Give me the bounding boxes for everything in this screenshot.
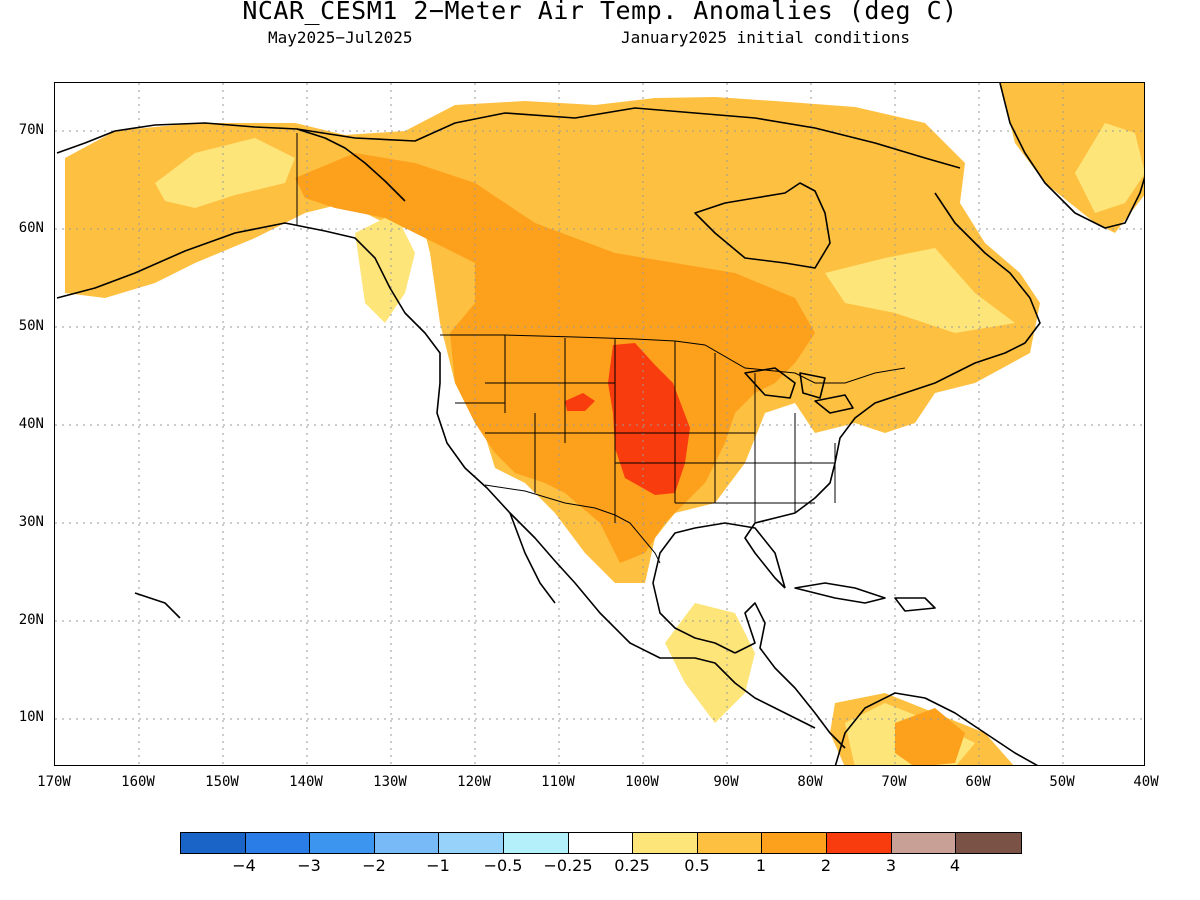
colorbar-swatch bbox=[503, 833, 569, 853]
colorbar-tick-label: 4 bbox=[949, 856, 961, 875]
arctic-coast bbox=[296, 107, 961, 169]
lat-label: 10N bbox=[18, 709, 44, 725]
us-canada-border bbox=[440, 334, 906, 384]
colorbar-tick-label: −3 bbox=[297, 856, 321, 875]
lat-label: 70N bbox=[18, 122, 44, 138]
us-mexico-border bbox=[484, 484, 661, 564]
south-america-coast bbox=[834, 692, 1039, 765]
colorbar-swatch bbox=[633, 833, 698, 853]
colorbar-swatch bbox=[762, 833, 827, 853]
colorbar-swatch bbox=[826, 833, 892, 853]
lon-label: 100W bbox=[625, 774, 659, 790]
lon-label: 90W bbox=[713, 774, 739, 790]
colorbar-tick-label: −4 bbox=[232, 856, 256, 875]
colorbar-swatch bbox=[181, 833, 246, 853]
colorbar-swatch bbox=[956, 833, 1021, 853]
great-lakes bbox=[744, 367, 854, 414]
colorbar-swatch bbox=[697, 833, 763, 853]
anomaly-map bbox=[54, 82, 1145, 766]
graticule bbox=[55, 83, 1144, 765]
colorbar-tick-label: 2 bbox=[820, 856, 832, 875]
baja-california bbox=[509, 512, 556, 604]
gulf-coast bbox=[652, 522, 786, 654]
colorbar-tick-label: 0.5 bbox=[684, 856, 710, 875]
colorbar-swatch bbox=[891, 833, 957, 853]
lon-label: 80W bbox=[797, 774, 823, 790]
colorbar-tick-label: 0.25 bbox=[614, 856, 650, 875]
hawaii bbox=[134, 592, 181, 619]
coastlines bbox=[56, 83, 1144, 765]
alaska-coast bbox=[56, 122, 406, 202]
colorbar-swatch bbox=[374, 833, 440, 853]
colorbar-tick-label: 3 bbox=[885, 856, 897, 875]
colorbar-tick-label: −1 bbox=[426, 856, 450, 875]
central-america bbox=[734, 602, 846, 749]
colorbar-tick-label: −0.25 bbox=[543, 856, 593, 875]
lon-label: 120W bbox=[457, 774, 491, 790]
greenland-coast bbox=[999, 83, 1144, 229]
colorbar-swatch bbox=[439, 833, 504, 853]
lat-label: 40N bbox=[18, 416, 44, 432]
initial-conditions: January2025 initial conditions bbox=[621, 28, 910, 47]
lon-label: 170W bbox=[37, 774, 71, 790]
lon-label: 60W bbox=[965, 774, 991, 790]
east-coast bbox=[744, 372, 956, 589]
lon-label: 130W bbox=[373, 774, 407, 790]
chart-title: NCAR_CESM1 2−Meter Air Temp. Anomalies (… bbox=[242, 0, 958, 25]
colorbar-tick-label: −2 bbox=[362, 856, 386, 875]
north-america-west-coast bbox=[56, 222, 816, 729]
cuba bbox=[794, 582, 886, 604]
political-boundaries bbox=[296, 133, 906, 564]
anomaly-2-3-region bbox=[565, 343, 690, 495]
lon-label: 160W bbox=[121, 774, 155, 790]
lat-label: 60N bbox=[18, 220, 44, 236]
map-svg bbox=[55, 83, 1144, 765]
labrador-coast bbox=[934, 192, 1041, 374]
colorbar-swatch bbox=[568, 833, 634, 853]
lat-label: 20N bbox=[18, 612, 44, 628]
forecast-period: May2025−Jul2025 bbox=[268, 28, 413, 47]
hudson-bay bbox=[694, 182, 831, 269]
hispaniola bbox=[894, 597, 936, 612]
colorbar-swatch bbox=[310, 833, 375, 853]
colorbar-tick-label: 1 bbox=[755, 856, 767, 875]
colorbar-swatch bbox=[245, 833, 311, 853]
lat-label: 30N bbox=[18, 514, 44, 530]
lat-label: 50N bbox=[18, 318, 44, 334]
lon-label: 40W bbox=[1133, 774, 1159, 790]
colorbar-tick-label: −0.5 bbox=[483, 856, 523, 875]
colorbar bbox=[180, 832, 1022, 854]
lon-label: 70W bbox=[881, 774, 907, 790]
state-lines bbox=[455, 335, 836, 523]
lon-label: 150W bbox=[205, 774, 239, 790]
lon-label: 140W bbox=[289, 774, 323, 790]
lon-label: 50W bbox=[1049, 774, 1075, 790]
lon-label: 110W bbox=[541, 774, 575, 790]
